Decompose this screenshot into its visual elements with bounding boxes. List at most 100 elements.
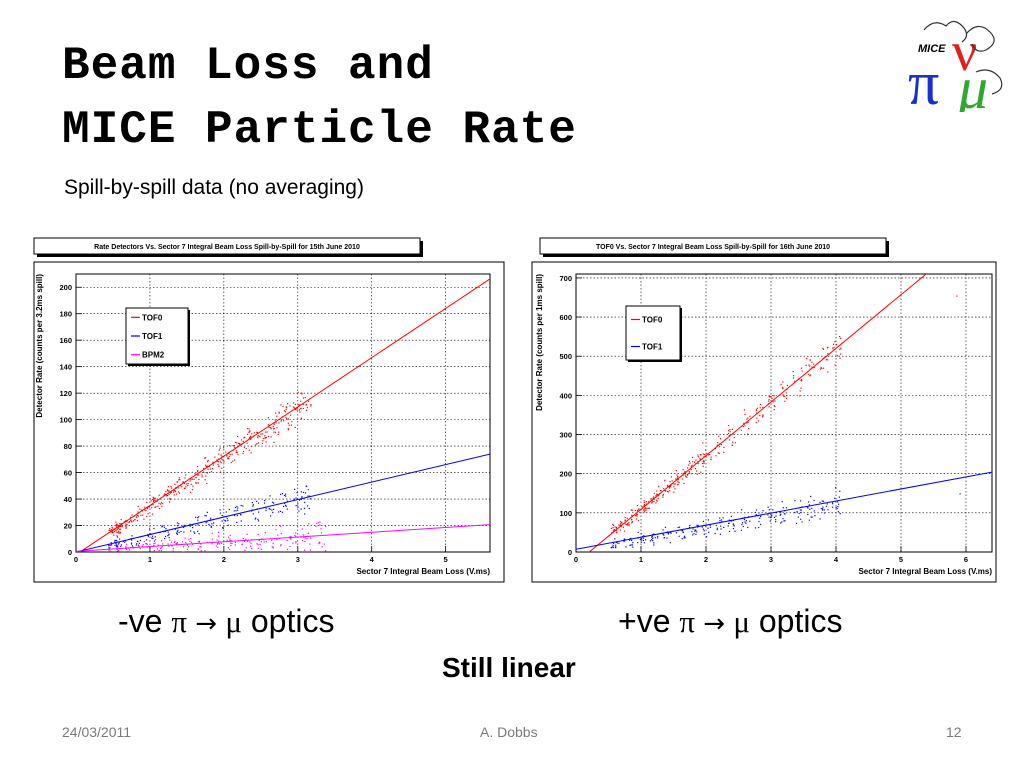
data-point (734, 530, 736, 532)
data-point (210, 526, 212, 528)
data-point (840, 353, 842, 355)
data-point (745, 520, 748, 522)
data-point (229, 534, 231, 536)
data-point (119, 529, 121, 531)
chart-panel-left: Rate Detectors Vs. Sector 7 Integral Bea… (30, 232, 508, 584)
data-point (218, 449, 220, 451)
data-point (653, 492, 655, 494)
data-point (249, 541, 251, 543)
data-point (270, 436, 272, 438)
data-point (612, 544, 614, 546)
data-point (217, 531, 220, 533)
data-point (705, 536, 708, 538)
data-point (272, 511, 274, 514)
data-point (221, 455, 223, 457)
data-point (694, 530, 696, 532)
data-point (232, 445, 234, 447)
data-point (189, 491, 192, 493)
data-point (142, 544, 144, 546)
data-point (648, 501, 650, 503)
data-point (195, 482, 197, 484)
data-point (785, 392, 787, 394)
data-point (727, 525, 729, 527)
data-point (285, 493, 287, 495)
data-point (806, 357, 808, 359)
x-tick-label: 5 (899, 555, 903, 564)
data-point (208, 466, 210, 468)
data-point (298, 510, 300, 512)
data-point (682, 469, 684, 471)
data-point (643, 501, 645, 504)
data-point (654, 537, 656, 539)
data-point (819, 501, 821, 503)
data-point (629, 539, 631, 541)
data-point (297, 506, 299, 508)
data-point (176, 530, 178, 533)
data-point (719, 438, 722, 440)
footer-page: 12 (946, 724, 962, 740)
data-point (139, 548, 141, 550)
data-point (238, 442, 241, 445)
data-point (813, 366, 815, 369)
chart-frame (33, 261, 505, 583)
data-point (210, 470, 213, 473)
data-point (219, 512, 221, 514)
data-point (821, 367, 823, 370)
data-point (669, 486, 672, 488)
data-point (747, 417, 749, 419)
data-point (798, 512, 800, 515)
data-point (643, 505, 645, 507)
caption-right-prefix: +ve (618, 603, 680, 639)
data-point (116, 547, 118, 549)
data-point (221, 515, 223, 517)
data-point (319, 521, 321, 523)
data-point (302, 534, 305, 536)
data-point (278, 431, 280, 433)
legend-label: TOF1 (642, 343, 663, 352)
data-point (277, 534, 279, 536)
data-point (188, 538, 190, 540)
data-point (669, 532, 671, 534)
data-point (154, 536, 156, 538)
data-point (759, 407, 761, 409)
data-point (228, 508, 230, 511)
data-point (169, 539, 171, 541)
data-point (268, 507, 270, 510)
data-point (728, 434, 730, 437)
caption-right-arrow: → (695, 609, 734, 639)
data-point (167, 535, 169, 537)
data-point (755, 409, 757, 412)
data-point (190, 541, 193, 543)
data-point (667, 533, 670, 535)
data-point (235, 451, 237, 454)
data-point (189, 480, 191, 482)
data-point (727, 432, 730, 435)
data-point (182, 546, 185, 548)
data-point (212, 464, 214, 466)
data-point (629, 544, 631, 547)
data-point (696, 473, 698, 475)
data-point (657, 535, 659, 538)
data-point (814, 515, 816, 517)
data-point (801, 521, 803, 523)
data-point (278, 422, 280, 424)
data-point (257, 437, 259, 439)
data-point (151, 535, 154, 537)
data-point (138, 542, 140, 544)
data-point (151, 498, 154, 501)
data-point (174, 489, 176, 492)
data-point (684, 471, 686, 473)
data-point (837, 503, 840, 505)
data-point (717, 452, 719, 454)
data-point (272, 508, 275, 510)
data-point (627, 524, 629, 526)
data-point (656, 490, 658, 492)
data-point (648, 507, 651, 509)
data-point (265, 541, 267, 543)
data-point (822, 347, 824, 349)
data-point (229, 538, 231, 540)
data-point (722, 517, 724, 519)
series-tof0 (79, 278, 490, 552)
data-point (716, 444, 718, 446)
data-point (259, 543, 261, 546)
